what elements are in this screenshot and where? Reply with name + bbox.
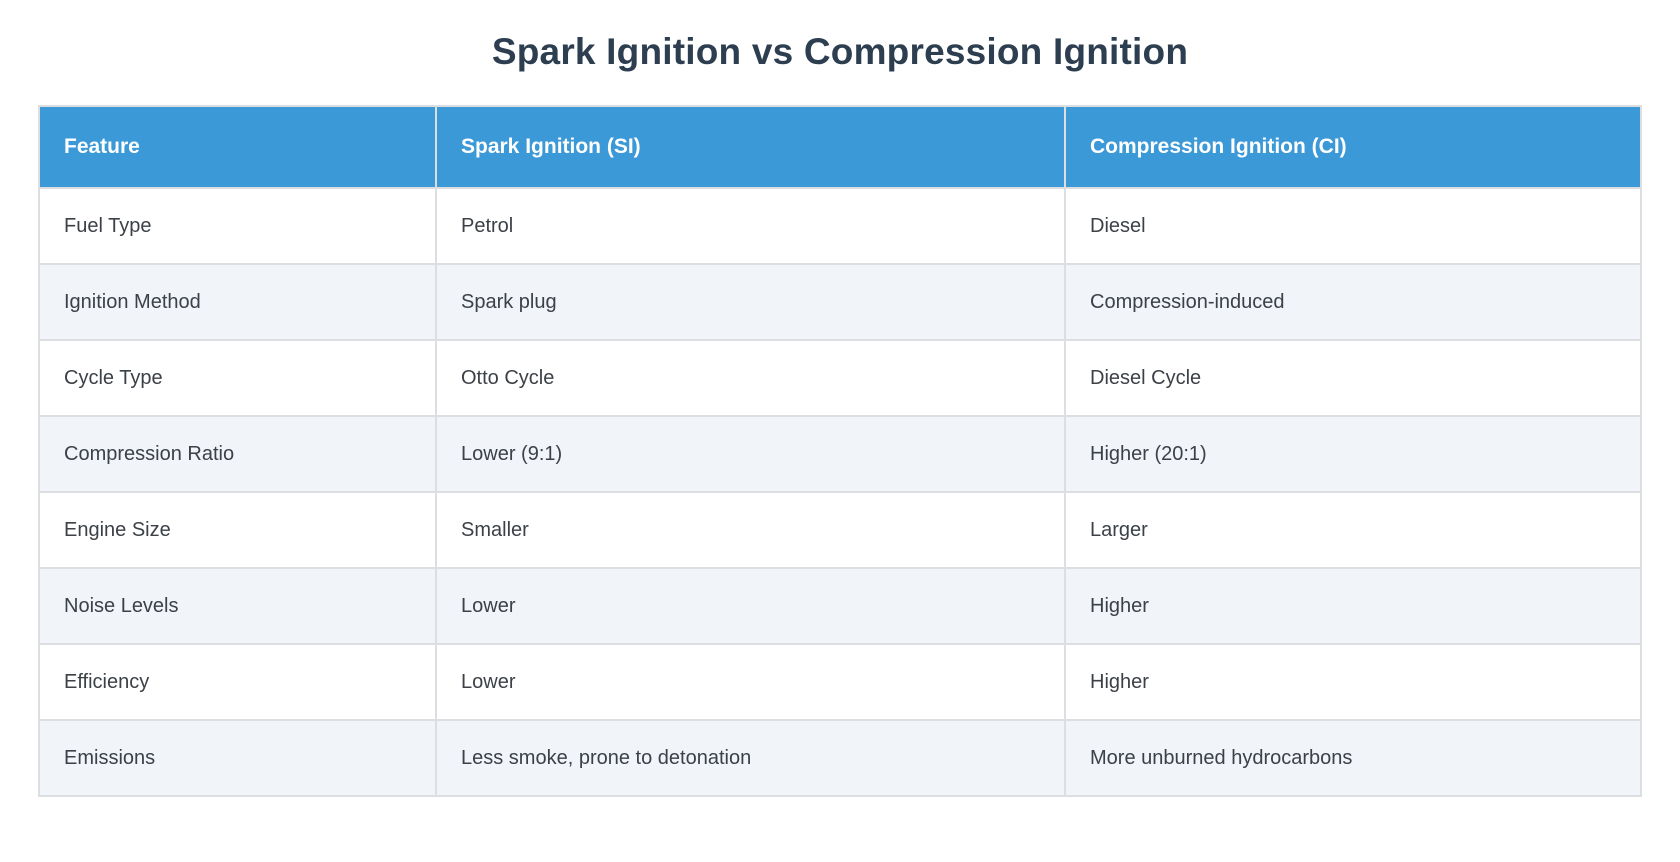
feature-cell: Ignition Method	[38, 263, 437, 341]
table-row: Efficiency Lower Higher	[38, 643, 1642, 721]
value-cell: Lower (9:1)	[435, 415, 1066, 493]
comparison-table: Feature Spark Ignition (SI) Compression …	[38, 105, 1642, 797]
value-cell: Higher	[1064, 643, 1642, 721]
feature-cell: Compression Ratio	[38, 415, 437, 493]
value-cell: Larger	[1064, 491, 1642, 569]
page-title: Spark Ignition vs Compression Ignition	[491, 31, 1189, 72]
table-row: Ignition Method Spark plug Compression-ind…	[38, 263, 1642, 341]
value-cell: Petrol	[435, 187, 1066, 265]
column-header-compression-ignition: Compression Ignition (CI)	[1064, 105, 1642, 189]
table-row: Cycle Type Otto Cycle Diesel Cycle	[38, 339, 1642, 417]
feature-cell: Efficiency	[38, 643, 437, 721]
value-cell: More unburned hydrocarbons	[1064, 719, 1642, 797]
value-cell: Spark plug	[435, 263, 1066, 341]
feature-cell: Cycle Type	[38, 339, 437, 417]
value-cell: Higher	[1064, 567, 1642, 645]
feature-cell: Emissions	[38, 719, 437, 797]
table-body: Fuel Type Petrol Diesel Ignition Method Spar…	[38, 187, 1642, 797]
feature-cell: Noise Levels	[38, 567, 437, 645]
table-row: Compression Ratio Lower (9:1) Higher (20:1…	[38, 415, 1642, 493]
value-cell: Smaller	[435, 491, 1066, 569]
header-row: Feature Spark Ignition (SI) Compression …	[38, 105, 1642, 189]
value-cell: Compression-induced	[1064, 263, 1642, 341]
value-cell: Less smoke, prone to detonation	[435, 719, 1066, 797]
table-header: Feature Spark Ignition (SI) Compression …	[38, 105, 1642, 189]
column-header-spark-ignition: Spark Ignition (SI)	[435, 105, 1066, 189]
value-cell: Higher (20:1)	[1064, 415, 1642, 493]
value-cell: Lower	[435, 643, 1066, 721]
value-cell: Diesel	[1064, 187, 1642, 265]
feature-cell: Engine Size	[38, 491, 437, 569]
value-cell: Lower	[435, 567, 1066, 645]
column-header-feature: Feature	[38, 105, 437, 189]
table-row: Engine Size Smaller Larger	[38, 491, 1642, 569]
feature-cell: Fuel Type	[38, 187, 437, 265]
table-row: Fuel Type Petrol Diesel	[38, 187, 1642, 265]
table-row: Noise Levels Lower Higher	[38, 567, 1642, 645]
value-cell: Otto Cycle	[435, 339, 1066, 417]
value-cell: Diesel Cycle	[1064, 339, 1642, 417]
table-row: Emissions Less smoke, prone to detonation…	[38, 719, 1642, 797]
